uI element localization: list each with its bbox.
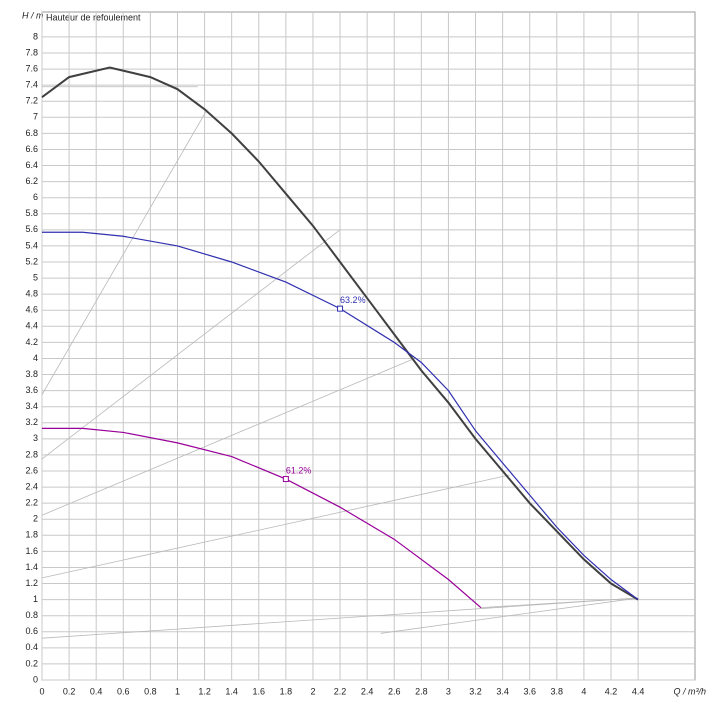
y-tick-label: 5.2	[25, 256, 38, 266]
y-tick-label: 0.8	[25, 610, 38, 620]
reference-line	[41, 358, 415, 516]
y-tick-label: 4.2	[25, 337, 38, 347]
y-tick-label: 2.6	[25, 465, 38, 475]
y-tick-label: 3	[33, 433, 38, 443]
y-tick-label: 6.6	[25, 144, 38, 154]
y-tick-label: 3.4	[25, 401, 38, 411]
x-tick-label: 3	[446, 686, 451, 696]
y-tick-label: 2.8	[25, 449, 38, 459]
x-tick-label: 2.8	[415, 686, 428, 696]
y-tick-label: 0.2	[25, 658, 38, 668]
y-tick-label: 3.2	[25, 417, 38, 427]
y-tick-label: 3.6	[25, 385, 38, 395]
x-tick-label: 3.6	[523, 686, 536, 696]
y-tick-label: 4.4	[25, 321, 38, 331]
y-tick-label: 3.8	[25, 369, 38, 379]
y-tick-label: 6.8	[25, 128, 38, 138]
x-tick-label: 3.2	[469, 686, 482, 696]
y-tick-label: 7.6	[25, 63, 38, 73]
y-tick-label: 8	[33, 31, 38, 41]
y-tick-label: 0.4	[25, 642, 38, 652]
y-tick-label: 4.8	[25, 289, 38, 299]
y-tick-label: 0.6	[25, 626, 38, 636]
x-tick-label: 0.2	[63, 686, 76, 696]
y-tick-label: 1.6	[25, 546, 38, 556]
y-tick-label: 2	[33, 514, 38, 524]
y-tick-label: 7.4	[25, 80, 38, 90]
efficiency-label: 61.2%	[286, 465, 312, 475]
y-tick-label: 7.2	[25, 96, 38, 106]
y-tick-label: 6.4	[25, 160, 38, 170]
efficiency-point	[337, 305, 344, 312]
y-tick-label: 1.2	[25, 578, 38, 588]
reference-line	[41, 109, 208, 395]
x-tick-label: 3.8	[551, 686, 564, 696]
x-tick-label: 4.4	[632, 686, 645, 696]
pump-curve	[42, 427, 482, 609]
reference-line	[41, 474, 510, 579]
pump-curve	[41, 66, 639, 601]
y-tick-label: 6	[33, 192, 38, 202]
reference-line	[380, 597, 639, 634]
y-tick-label: 6.2	[25, 176, 38, 186]
x-tick-label: 1.6	[253, 686, 266, 696]
x-tick-label: 3.4	[496, 686, 509, 696]
efficiency-point	[282, 476, 289, 483]
x-tick-label: 0	[39, 686, 44, 696]
x-tick-label: 4	[581, 686, 586, 696]
y-axis-label: H / m	[22, 10, 44, 20]
y-tick-label: 4	[33, 353, 38, 363]
y-tick-label: 0	[33, 674, 38, 684]
y-tick-label: 2.2	[25, 498, 38, 508]
x-tick-label: 0.8	[144, 686, 157, 696]
x-axis-label: Q / m³/h	[673, 686, 706, 696]
reference-line	[480, 597, 639, 609]
efficiency-label: 63.2%	[340, 295, 366, 305]
reference-line	[41, 229, 341, 460]
y-tick-label: 1.8	[25, 530, 38, 540]
y-tick-label: 5	[33, 272, 38, 282]
y-tick-label: 2.4	[25, 481, 38, 491]
y-tick-label: 5.8	[25, 208, 38, 218]
x-tick-label: 2.2	[334, 686, 347, 696]
x-tick-label: 4.2	[605, 686, 618, 696]
x-tick-label: 1	[175, 686, 180, 696]
x-tick-label: 1.2	[198, 686, 211, 696]
x-tick-label: 2.4	[361, 686, 374, 696]
x-tick-label: 1.8	[280, 686, 293, 696]
y-tick-label: 5.4	[25, 240, 38, 250]
x-tick-label: 1.4	[225, 686, 238, 696]
y-tick-label: 7	[33, 112, 38, 122]
plot-area	[41, 11, 696, 681]
x-tick-label: 2.6	[388, 686, 401, 696]
y-tick-label: 7.8	[25, 47, 38, 57]
y-tick-label: 1	[33, 594, 38, 604]
reference-line	[41, 597, 639, 639]
pump-curve	[42, 231, 639, 601]
x-tick-label: 0.4	[90, 686, 103, 696]
y-tick-label: 5.6	[25, 224, 38, 234]
x-tick-label: 2	[310, 686, 315, 696]
y-tick-label: 1.4	[25, 562, 38, 572]
y-tick-label: 4.6	[25, 305, 38, 315]
x-tick-label: 0.6	[117, 686, 130, 696]
chart-subtitle: Hauteur de refoulement	[46, 12, 141, 22]
